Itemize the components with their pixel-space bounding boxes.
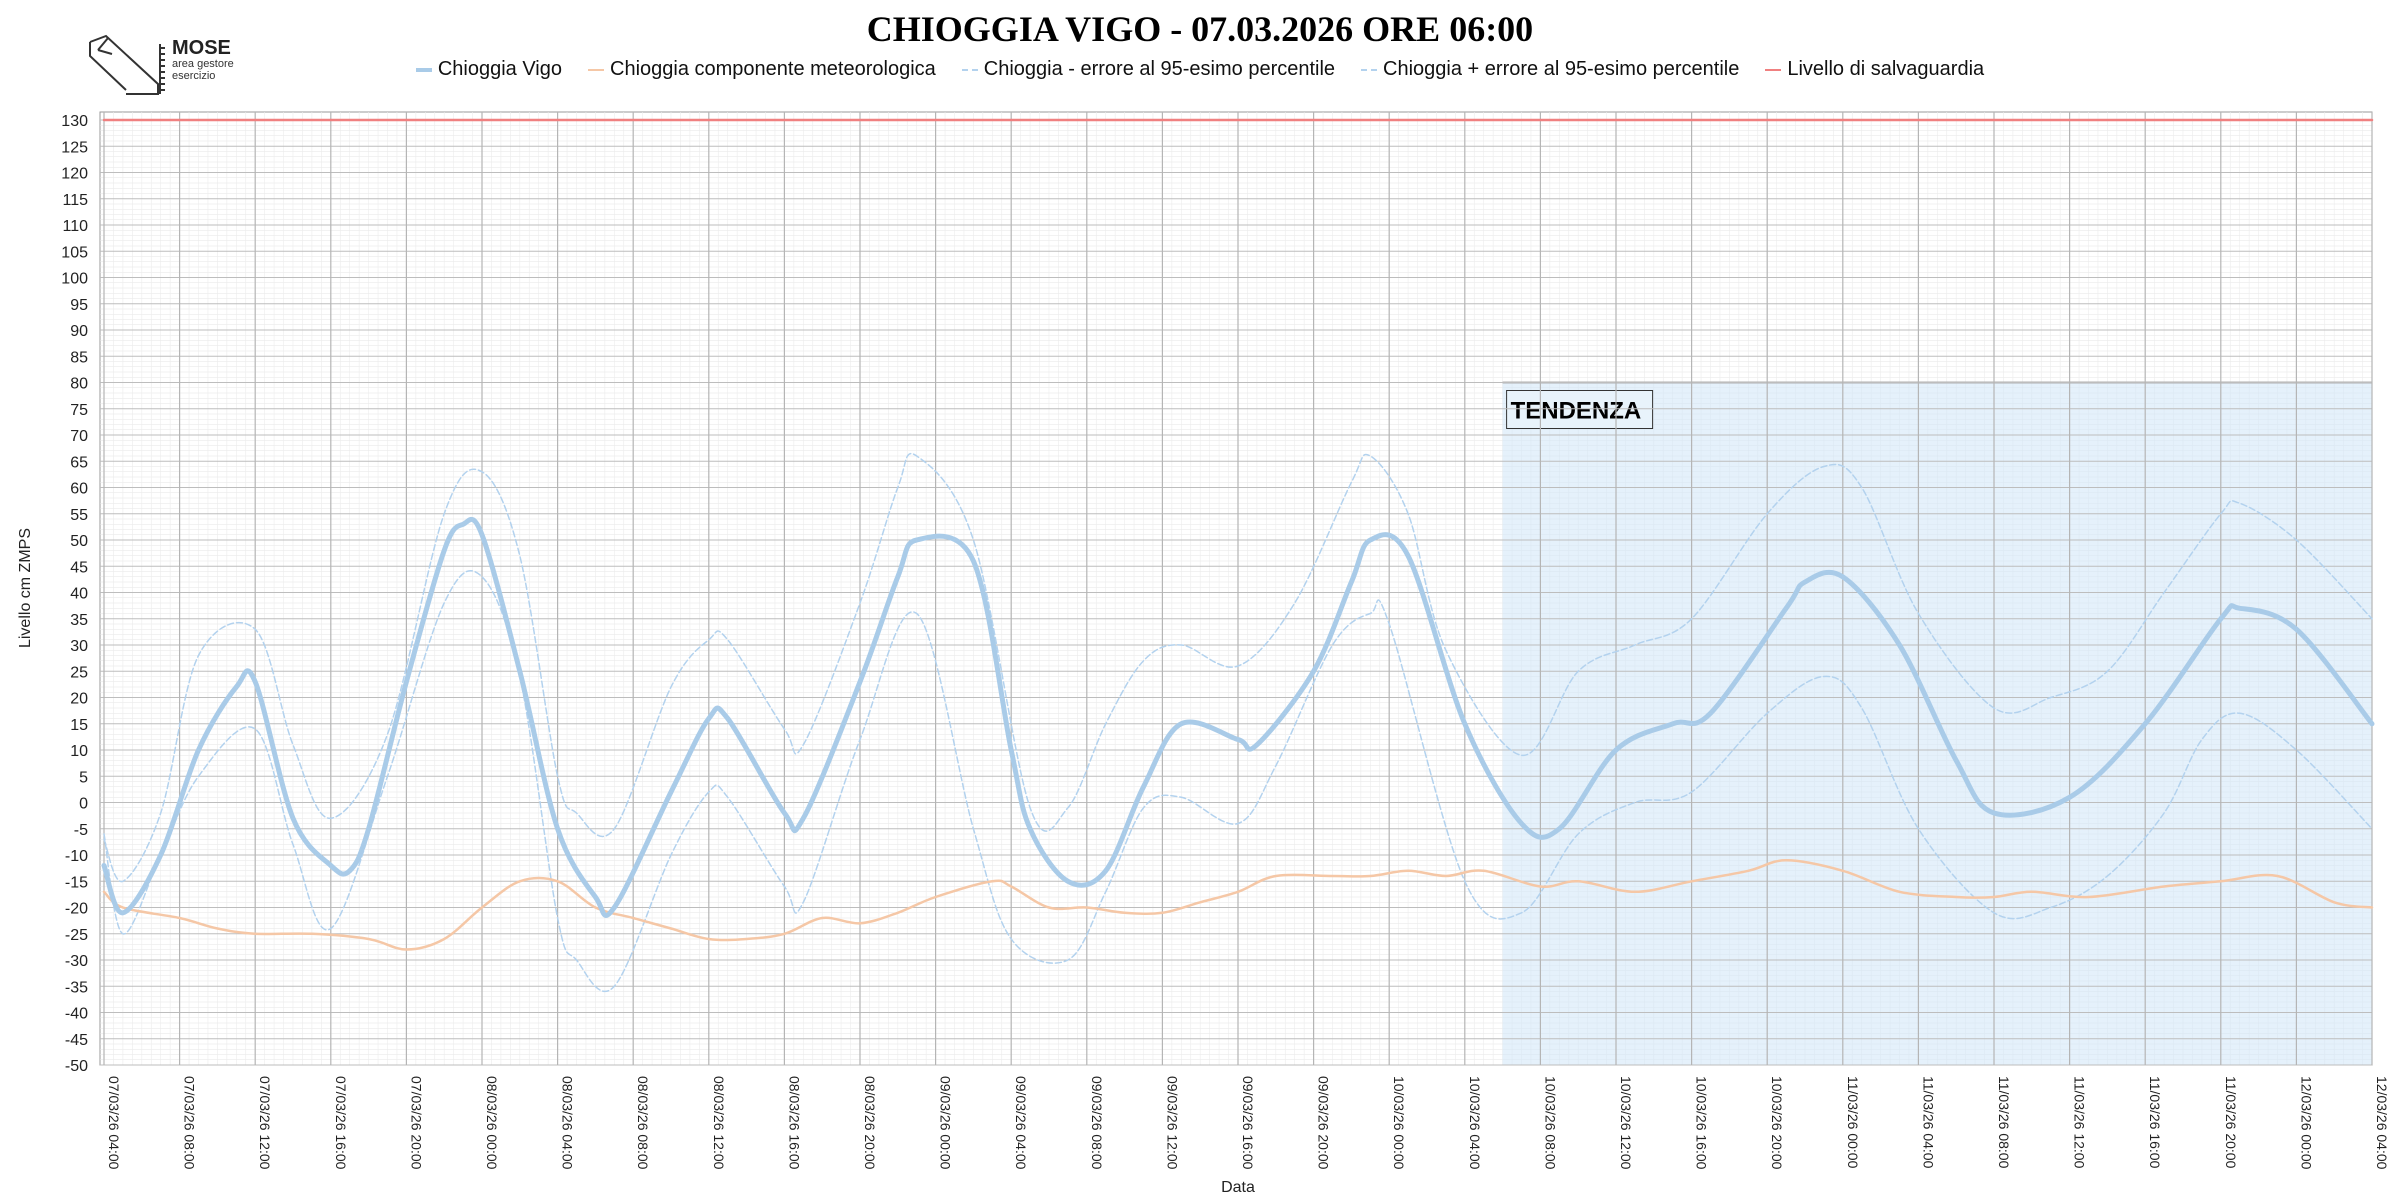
y-tick-label: 105 — [61, 244, 88, 261]
x-tick-label: 08/03/26 12:00 — [711, 1076, 727, 1170]
y-axis-title: Livello cm ZMPS — [17, 528, 34, 648]
legend-item-3: Chioggia + errore al 95-esimo percentile — [1361, 58, 1739, 81]
y-tick-label: 60 — [70, 481, 88, 498]
legend-item-4: Livello di salvaguardia — [1765, 58, 1984, 81]
logo-subtitle-1: area gestore — [172, 58, 234, 70]
y-tick-label: 85 — [70, 349, 88, 366]
x-tick-label: 10/03/26 08:00 — [1542, 1076, 1558, 1170]
y-tick-label: 95 — [70, 297, 88, 314]
series-line-0 — [101, 516, 2375, 918]
y-tick-label: 50 — [70, 533, 88, 550]
x-tick-label: 09/03/26 04:00 — [1013, 1076, 1029, 1170]
y-tick-label: -20 — [65, 901, 88, 918]
legend-label-1: Chioggia componente meteorologica — [610, 58, 936, 80]
y-tick-label: 110 — [62, 218, 88, 235]
y-tick-label: 65 — [70, 454, 88, 471]
legend-swatch-4 — [1765, 68, 1782, 71]
x-tick-label: 07/03/26 16:00 — [333, 1076, 349, 1170]
y-tick-label: 75 — [70, 402, 88, 419]
x-tick-label: 10/03/26 16:00 — [1694, 1076, 1710, 1170]
tendency-label: TENDENZA — [1511, 398, 1642, 425]
chart-title: CHIOGGIA VIGO - 07.03.2026 ORE 06:00 — [866, 9, 1534, 49]
y-tick-label: 40 — [70, 586, 88, 603]
y-tick-label: 15 — [70, 717, 88, 734]
x-tick-label: 07/03/26 04:00 — [106, 1076, 122, 1170]
x-axis-title: Data — [1221, 1179, 1255, 1196]
y-tick-label: 20 — [70, 691, 88, 708]
x-tick-label: 08/03/26 04:00 — [560, 1076, 576, 1170]
legend-swatch-0 — [415, 67, 432, 72]
y-tick-label: 25 — [70, 664, 88, 681]
y-tick-label: 80 — [70, 376, 88, 393]
legend-label-0: Chioggia Vigo — [437, 58, 562, 80]
legend-label-2: Chioggia - errore al 95-esimo percentile — [983, 58, 1336, 80]
y-tick-label: 55 — [70, 507, 88, 524]
legend-swatch-3 — [1361, 68, 1378, 71]
y-tick-label: 100 — [61, 271, 88, 288]
x-tick-label: 12/03/26 00:00 — [2298, 1076, 2314, 1170]
y-tick-label: 45 — [70, 559, 88, 576]
y-tick-label: 70 — [70, 428, 88, 445]
x-tick-label: 09/03/26 00:00 — [938, 1076, 954, 1170]
x-tick-label: 09/03/26 20:00 — [1316, 1076, 1332, 1170]
logo-text: MOSE area gestore esercizio — [172, 38, 234, 82]
y-tick-label: 90 — [70, 323, 88, 340]
x-tick-label: 11/03/26 08:00 — [1996, 1076, 2012, 1169]
x-tick-label: 08/03/26 16:00 — [786, 1076, 802, 1170]
x-tick-label: 08/03/26 00:00 — [484, 1076, 500, 1170]
series-line-2 — [103, 570, 2373, 993]
x-tick-label: 10/03/26 12:00 — [1618, 1076, 1634, 1170]
y-tick-label: -5 — [74, 822, 88, 839]
y-tick-label: -30 — [65, 953, 88, 970]
legend-label-3: Chioggia + errore al 95-esimo percentile — [1383, 58, 1740, 80]
x-tick-label: 07/03/26 20:00 — [408, 1076, 424, 1170]
y-tick-label: -25 — [65, 927, 88, 944]
y-tick-label: 5 — [79, 769, 88, 786]
x-tick-label: 08/03/26 20:00 — [862, 1076, 878, 1170]
legend-item-2: Chioggia - errore al 95-esimo percentile — [961, 58, 1336, 81]
x-tick-label: 11/03/26 16:00 — [2147, 1076, 2163, 1169]
x-tick-label: 10/03/26 20:00 — [1769, 1076, 1785, 1170]
y-tick-label: 30 — [70, 638, 88, 655]
y-tick-label: -45 — [65, 1032, 88, 1049]
logo-subtitle-2: esercizio — [172, 70, 216, 82]
x-tick-label: 09/03/26 08:00 — [1089, 1076, 1105, 1170]
y-tick-label: 35 — [70, 612, 88, 629]
y-tick-label: -15 — [65, 874, 88, 891]
y-tick-label: 125 — [61, 139, 88, 156]
legend-item-0: Chioggia Vigo — [415, 58, 562, 81]
x-tick-label: 07/03/26 08:00 — [182, 1076, 198, 1170]
y-tick-label: -50 — [65, 1058, 88, 1075]
x-tick-label: 09/03/26 12:00 — [1164, 1076, 1180, 1170]
series-line-1 — [102, 859, 2374, 951]
x-tick-label: 11/03/26 00:00 — [1845, 1076, 1861, 1169]
chart-legend: Chioggia Vigo Chioggia componente meteoro… — [0, 58, 2400, 81]
legend-swatch-1 — [588, 68, 604, 71]
x-tick-label: 11/03/26 12:00 — [2072, 1076, 2088, 1169]
y-tick-label: 120 — [61, 166, 88, 183]
legend-item-1: Chioggia componente meteorologica — [588, 58, 936, 81]
y-tick-label: -10 — [65, 848, 88, 865]
series-line-3 — [103, 453, 2373, 883]
tendency-label-box — [1506, 390, 1654, 429]
y-tick-label: -40 — [65, 1006, 88, 1023]
y-tick-label: 10 — [70, 743, 88, 760]
logo-name: MOSE — [172, 37, 231, 59]
x-tick-label: 10/03/26 04:00 — [1467, 1076, 1483, 1170]
x-tick-label: 10/03/26 00:00 — [1391, 1076, 1407, 1170]
legend-label-4: Livello di salvaguardia — [1787, 58, 1985, 80]
x-tick-label: 08/03/26 08:00 — [635, 1076, 651, 1170]
y-tick-label: 115 — [62, 192, 88, 209]
legend-swatch-2 — [961, 68, 978, 71]
x-tick-label: 09/03/26 16:00 — [1240, 1076, 1256, 1170]
y-tick-label: 130 — [61, 113, 88, 130]
x-tick-label: 07/03/26 12:00 — [257, 1076, 273, 1170]
x-tick-label: 11/03/26 04:00 — [1920, 1076, 1936, 1169]
x-tick-label: 12/03/26 04:00 — [2374, 1076, 2390, 1170]
x-tick-label: 11/03/26 20:00 — [2223, 1076, 2239, 1169]
mose-logo-icon — [89, 34, 165, 95]
y-tick-label: 0 — [79, 796, 88, 813]
y-tick-label: -35 — [65, 979, 88, 996]
